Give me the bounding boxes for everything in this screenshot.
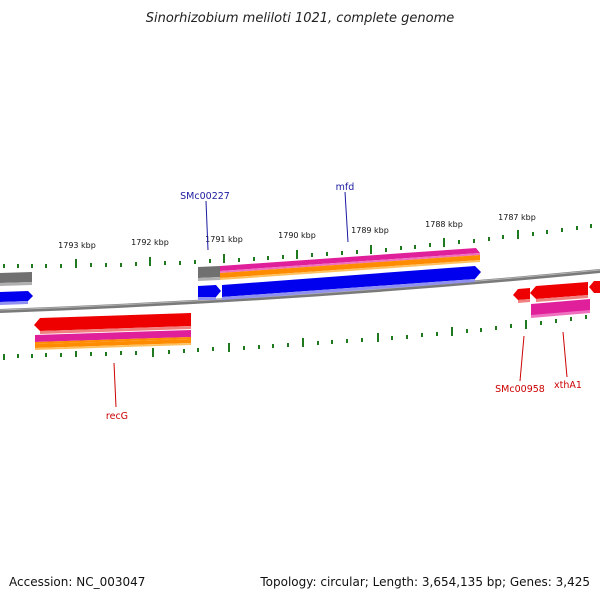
genome-backbone [0,269,600,313]
scale-label-1790: 1790 kbp [278,231,316,240]
gene-left-partial[interactable] [0,272,32,283]
scale-label-1791: 1791 kbp [205,235,243,244]
scale-label-1787: 1787 kbp [498,213,536,222]
scale-label-1792: 1792 kbp [131,238,169,247]
gene-label-recg[interactable]: recG [106,411,128,422]
gene-label-mfd[interactable]: mfd [336,182,355,193]
scale-label-1789: 1789 kbp [351,226,389,235]
outer-tick-ruler [3,224,592,268]
accession-text: Accession: NC_003047 [9,575,145,589]
genome-stats-text: Topology: circular; Length: 3,654,135 bp… [259,575,590,589]
gene-labels: SMc00227 mfd recG SMc00958 xthA1 [106,182,582,422]
gene-mfd-orange [220,255,480,278]
scale-label-1788: 1788 kbp [425,220,463,229]
scale-label-1793: 1793 kbp [58,241,96,250]
label-leaders [113,191,568,408]
cds-xtha1[interactable] [530,282,588,299]
cds-mfd[interactable] [222,266,481,297]
forward-strand-features [0,248,481,305]
reverse-strand-features [34,281,600,350]
cds-left-partial[interactable] [0,291,33,302]
gene-mfd[interactable] [220,248,480,271]
gene-label-xtha1[interactable]: xthA1 [554,380,582,391]
gene-recg[interactable] [35,330,191,342]
inner-tick-ruler [3,315,587,360]
gene-label-smc00958[interactable]: SMc00958 [495,384,545,395]
cds-smc00227[interactable] [198,285,221,297]
map-title: Sinorhizobium meliloti 1021, complete ge… [146,11,455,26]
scale-labels: 1793 kbp 1792 kbp 1791 kbp 1790 kbp 1789… [58,213,536,250]
cds-right-partial[interactable] [589,281,600,293]
cds-recg[interactable] [34,313,191,331]
gene-label-smc00227[interactable]: SMc00227 [180,191,230,202]
cds-smc00958[interactable] [513,288,530,300]
gene-smc00227[interactable] [198,266,220,278]
